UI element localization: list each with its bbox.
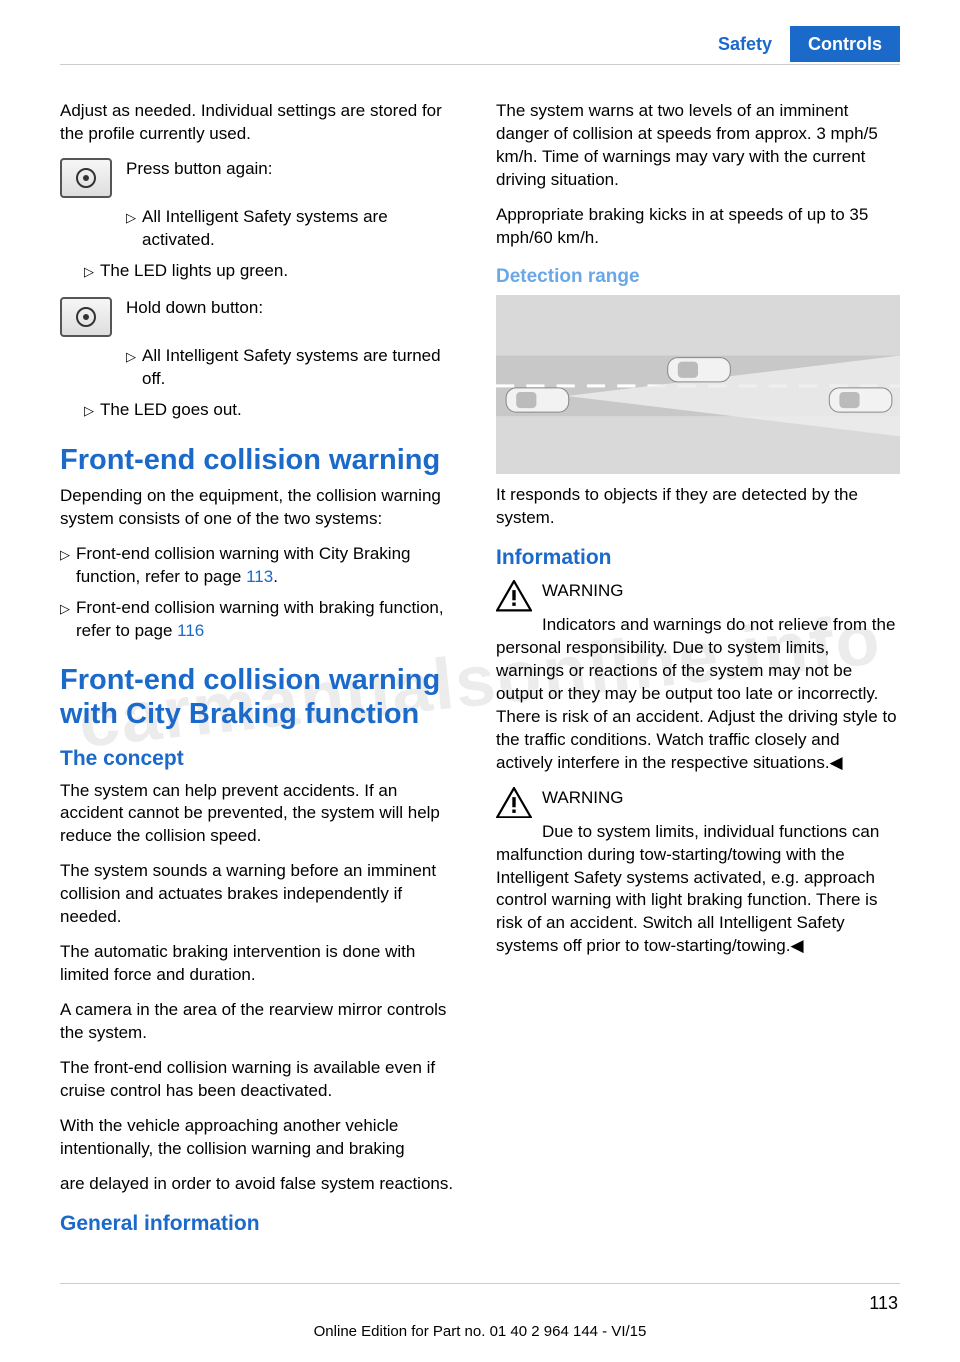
bullet-item: ▷ All Intelligent Safety systems are tur…: [60, 345, 464, 391]
tab-safety: Safety: [700, 26, 790, 62]
bullet-item: ▷ The LED goes out.: [60, 399, 464, 422]
text: Front-end collision warning with City Br…: [76, 544, 410, 586]
page-link[interactable]: 116: [177, 621, 204, 640]
footer-text: Online Edition for Part no. 01 40 2 964 …: [0, 1323, 960, 1340]
subheading-information: Information: [496, 544, 900, 572]
body-text: With the vehicle approaching another veh…: [60, 1115, 464, 1161]
page-link[interactable]: 113: [246, 567, 273, 586]
page-content: Adjust as needed. Individual settings ar…: [60, 100, 900, 1262]
heading-front-end-collision: Front-end collision warning: [60, 444, 464, 477]
subheading-detection-range: Detection range: [496, 264, 900, 290]
safety-button-icon: [60, 297, 112, 337]
bullet-marker-icon: ▷: [126, 206, 142, 227]
bullet-item: ▷ Front-end collision warning with City …: [60, 543, 464, 589]
warning-label: WARNING: [542, 580, 900, 603]
bullet-item: ▷ Front-end collision warning with braki…: [60, 597, 464, 643]
bullet-text: All Intelligent Safety systems are turne…: [142, 345, 464, 391]
press-label: Press button again:: [126, 158, 272, 181]
body-text: The system warns at two levels of an imm…: [496, 100, 900, 192]
bullet-text: All Intelligent Safety systems are activ…: [142, 206, 464, 252]
bullet-item: ▷ All Intelligent Safety systems are act…: [60, 206, 464, 252]
warning-block: WARNING: [496, 580, 900, 612]
text: Front-end collision warning with braking…: [76, 598, 444, 640]
tab-controls: Controls: [790, 26, 900, 62]
page-number: 113: [869, 1293, 898, 1314]
body-text: A camera in the area of the rearview mir…: [60, 999, 464, 1045]
body-text: are delayed in order to avoid false syst…: [60, 1173, 464, 1196]
body-text: The automatic braking intervention is do…: [60, 941, 464, 987]
body-text: The system can help prevent accidents. I…: [60, 780, 464, 849]
bullet-marker-icon: ▷: [84, 260, 100, 281]
warning-text: Due to system limits, individual functio…: [496, 821, 900, 959]
body-text: Depending on the equipment, the collisio…: [60, 485, 464, 531]
bullet-text: Front-end collision warning with braking…: [76, 597, 464, 643]
divider-bottom: [60, 1283, 900, 1284]
divider-top: [60, 64, 900, 65]
bullet-item: ▷ The LED lights up green.: [60, 260, 464, 283]
bullet-text: The LED goes out.: [100, 399, 464, 422]
text: .: [273, 567, 278, 586]
safety-button-icon: [60, 158, 112, 198]
bullet-marker-icon: ▷: [126, 345, 142, 366]
bullet-text: Front-end collision warning with City Br…: [76, 543, 464, 589]
body-text: The front-end collision warning is avail…: [60, 1057, 464, 1103]
press-button-row: Press button again:: [60, 158, 464, 198]
detection-range-diagram: [496, 295, 900, 474]
warning-icon: [496, 787, 532, 819]
header-tabs: Safety Controls: [700, 26, 900, 62]
heading-city-braking: Front-end collision warning with City Br…: [60, 664, 464, 731]
bullet-marker-icon: ▷: [60, 543, 76, 564]
bullet-marker-icon: ▷: [84, 399, 100, 420]
body-text: The system sounds a warning before an im…: [60, 860, 464, 929]
bullet-text: The LED lights up green.: [100, 260, 464, 283]
hold-label: Hold down button:: [126, 297, 263, 320]
warning-text: Indicators and warnings do not relieve f…: [496, 614, 900, 775]
warning-block: WARNING: [496, 787, 900, 819]
subheading-concept: The concept: [60, 745, 464, 773]
subheading-general-info: General information: [60, 1210, 464, 1238]
intro-text: Adjust as needed. Individual settings ar…: [60, 100, 464, 146]
warning-icon: [496, 580, 532, 612]
bullet-marker-icon: ▷: [60, 597, 76, 618]
warning-label: WARNING: [542, 787, 900, 810]
hold-button-row: Hold down button:: [60, 297, 464, 337]
body-text: Appropriate braking kicks in at speeds o…: [496, 204, 900, 250]
diagram-caption: It responds to objects if they are detec…: [496, 484, 900, 530]
